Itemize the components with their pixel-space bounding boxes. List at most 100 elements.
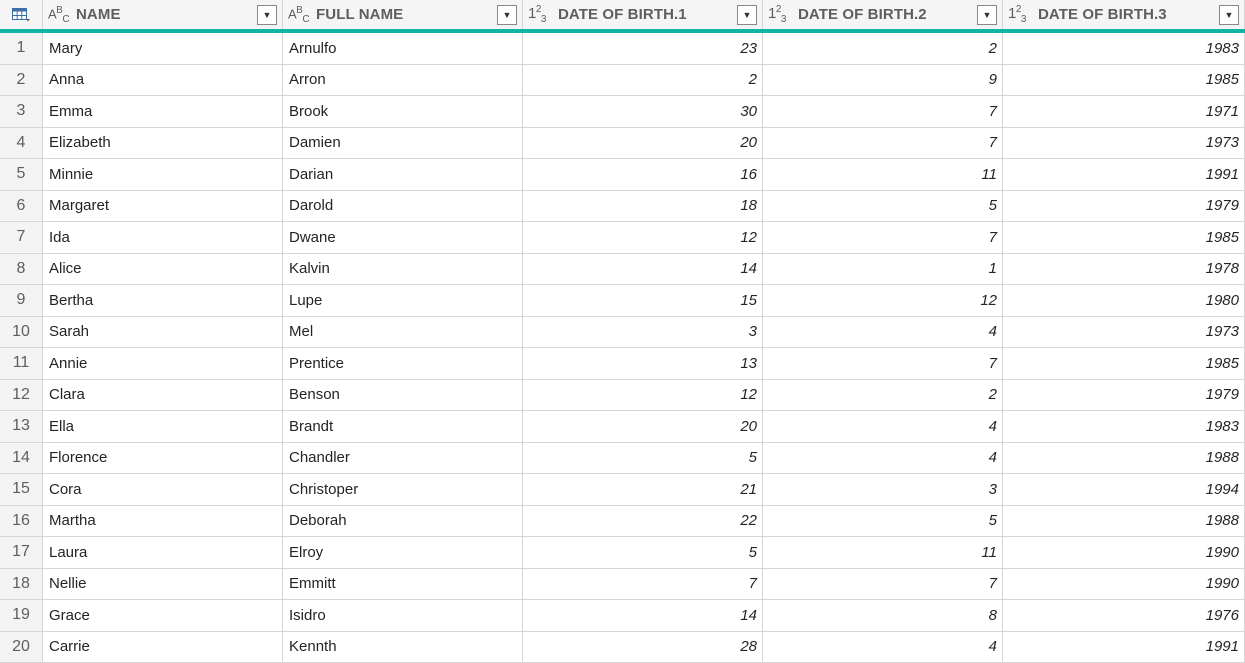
date-of-birth-2-cell[interactable]: 2	[763, 33, 1003, 64]
full-name-cell[interactable]: Lupe	[283, 285, 523, 316]
table-row[interactable]: 7 Ida Dwane 12 7 1985	[0, 222, 1245, 254]
name-cell[interactable]: Anna	[43, 64, 283, 95]
full-name-cell[interactable]: Brook	[283, 96, 523, 127]
date-of-birth-2-cell[interactable]: 7	[763, 127, 1003, 158]
table-row[interactable]: 4 Elizabeth Damien 20 7 1973	[0, 127, 1245, 159]
date-of-birth-3-cell[interactable]: 1973	[1003, 316, 1245, 347]
date-of-birth-1-cell[interactable]: 28	[523, 631, 763, 662]
full-name-cell[interactable]: Isidro	[283, 600, 523, 631]
table-row[interactable]: 18 Nellie Emmitt 7 7 1990	[0, 568, 1245, 600]
table-row[interactable]: 8 Alice Kalvin 14 1 1978	[0, 253, 1245, 285]
date-of-birth-3-cell[interactable]: 1991	[1003, 631, 1245, 662]
filter-dropdown-button[interactable]: ▼	[497, 4, 517, 25]
full-name-cell[interactable]: Benson	[283, 379, 523, 410]
date-of-birth-3-cell[interactable]: 1973	[1003, 127, 1245, 158]
name-cell[interactable]: Elizabeth	[43, 127, 283, 158]
filter-dropdown-button[interactable]: ▼	[257, 4, 277, 25]
date-of-birth-1-cell[interactable]: 3	[523, 316, 763, 347]
column-header-full-name[interactable]: ABC FULL NAME ▼	[283, 0, 523, 29]
date-of-birth-1-cell[interactable]: 5	[523, 442, 763, 473]
date-of-birth-3-cell[interactable]: 1976	[1003, 600, 1245, 631]
date-of-birth-2-cell[interactable]: 7	[763, 96, 1003, 127]
name-cell[interactable]: Bertha	[43, 285, 283, 316]
full-name-cell[interactable]: Arnulfo	[283, 33, 523, 64]
table-row[interactable]: 20 Carrie Kennth 28 4 1991	[0, 631, 1245, 663]
date-of-birth-2-cell[interactable]: 12	[763, 285, 1003, 316]
date-of-birth-3-cell[interactable]: 1983	[1003, 33, 1245, 64]
full-name-cell[interactable]: Deborah	[283, 505, 523, 536]
date-of-birth-2-cell[interactable]: 1	[763, 253, 1003, 284]
date-of-birth-1-cell[interactable]: 21	[523, 474, 763, 505]
date-of-birth-1-cell[interactable]: 13	[523, 348, 763, 379]
table-row[interactable]: 3 Emma Brook 30 7 1971	[0, 96, 1245, 128]
table-row[interactable]: 11 Annie Prentice 13 7 1985	[0, 348, 1245, 380]
date-of-birth-3-cell[interactable]: 1985	[1003, 222, 1245, 253]
full-name-cell[interactable]: Arron	[283, 64, 523, 95]
full-name-cell[interactable]: Christoper	[283, 474, 523, 505]
date-of-birth-1-cell[interactable]: 2	[523, 64, 763, 95]
date-of-birth-3-cell[interactable]: 1983	[1003, 411, 1245, 442]
date-of-birth-2-cell[interactable]: 4	[763, 631, 1003, 662]
date-of-birth-2-cell[interactable]: 4	[763, 316, 1003, 347]
name-cell[interactable]: Annie	[43, 348, 283, 379]
date-of-birth-1-cell[interactable]: 20	[523, 127, 763, 158]
name-cell[interactable]: Clara	[43, 379, 283, 410]
table-row[interactable]: 13 Ella Brandt 20 4 1983	[0, 411, 1245, 443]
name-cell[interactable]: Nellie	[43, 568, 283, 599]
table-row[interactable]: 10 Sarah Mel 3 4 1973	[0, 316, 1245, 348]
date-of-birth-2-cell[interactable]: 7	[763, 568, 1003, 599]
name-cell[interactable]: Grace	[43, 600, 283, 631]
name-cell[interactable]: Minnie	[43, 159, 283, 190]
full-name-cell[interactable]: Mel	[283, 316, 523, 347]
column-header-date-of-birth-3[interactable]: 123 DATE OF BIRTH.3 ▼	[1003, 0, 1245, 29]
column-header-date-of-birth-1[interactable]: 123 DATE OF BIRTH.1 ▼	[523, 0, 763, 29]
date-of-birth-2-cell[interactable]: 11	[763, 537, 1003, 568]
date-of-birth-1-cell[interactable]: 7	[523, 568, 763, 599]
name-cell[interactable]: Emma	[43, 96, 283, 127]
name-cell[interactable]: Alice	[43, 253, 283, 284]
name-cell[interactable]: Mary	[43, 33, 283, 64]
full-name-cell[interactable]: Kennth	[283, 631, 523, 662]
date-of-birth-2-cell[interactable]: 7	[763, 348, 1003, 379]
date-of-birth-3-cell[interactable]: 1991	[1003, 159, 1245, 190]
full-name-cell[interactable]: Kalvin	[283, 253, 523, 284]
name-cell[interactable]: Carrie	[43, 631, 283, 662]
date-of-birth-2-cell[interactable]: 5	[763, 190, 1003, 221]
filter-dropdown-button[interactable]: ▼	[977, 4, 997, 25]
column-header-name[interactable]: ABC NAME ▼	[43, 0, 283, 29]
full-name-cell[interactable]: Damien	[283, 127, 523, 158]
date-of-birth-3-cell[interactable]: 1985	[1003, 64, 1245, 95]
date-of-birth-1-cell[interactable]: 18	[523, 190, 763, 221]
date-of-birth-1-cell[interactable]: 12	[523, 379, 763, 410]
name-cell[interactable]: Margaret	[43, 190, 283, 221]
date-of-birth-2-cell[interactable]: 2	[763, 379, 1003, 410]
table-row[interactable]: 1 Mary Arnulfo 23 2 1983	[0, 33, 1245, 65]
name-cell[interactable]: Laura	[43, 537, 283, 568]
date-of-birth-3-cell[interactable]: 1994	[1003, 474, 1245, 505]
table-row[interactable]: 6 Margaret Darold 18 5 1979	[0, 190, 1245, 222]
date-of-birth-3-cell[interactable]: 1978	[1003, 253, 1245, 284]
name-cell[interactable]: Ella	[43, 411, 283, 442]
date-of-birth-3-cell[interactable]: 1979	[1003, 379, 1245, 410]
name-cell[interactable]: Ida	[43, 222, 283, 253]
name-cell[interactable]: Florence	[43, 442, 283, 473]
date-of-birth-2-cell[interactable]: 5	[763, 505, 1003, 536]
full-name-cell[interactable]: Prentice	[283, 348, 523, 379]
table-row[interactable]: 16 Martha Deborah 22 5 1988	[0, 505, 1245, 537]
full-name-cell[interactable]: Dwane	[283, 222, 523, 253]
date-of-birth-3-cell[interactable]: 1990	[1003, 568, 1245, 599]
date-of-birth-1-cell[interactable]: 12	[523, 222, 763, 253]
date-of-birth-2-cell[interactable]: 7	[763, 222, 1003, 253]
name-cell[interactable]: Sarah	[43, 316, 283, 347]
date-of-birth-1-cell[interactable]: 16	[523, 159, 763, 190]
date-of-birth-2-cell[interactable]: 3	[763, 474, 1003, 505]
table-row[interactable]: 14 Florence Chandler 5 4 1988	[0, 442, 1245, 474]
date-of-birth-1-cell[interactable]: 23	[523, 33, 763, 64]
filter-dropdown-button[interactable]: ▼	[737, 4, 757, 25]
date-of-birth-1-cell[interactable]: 15	[523, 285, 763, 316]
date-of-birth-3-cell[interactable]: 1980	[1003, 285, 1245, 316]
date-of-birth-1-cell[interactable]: 22	[523, 505, 763, 536]
full-name-cell[interactable]: Elroy	[283, 537, 523, 568]
table-row[interactable]: 19 Grace Isidro 14 8 1976	[0, 600, 1245, 632]
table-row[interactable]: 17 Laura Elroy 5 11 1990	[0, 537, 1245, 569]
